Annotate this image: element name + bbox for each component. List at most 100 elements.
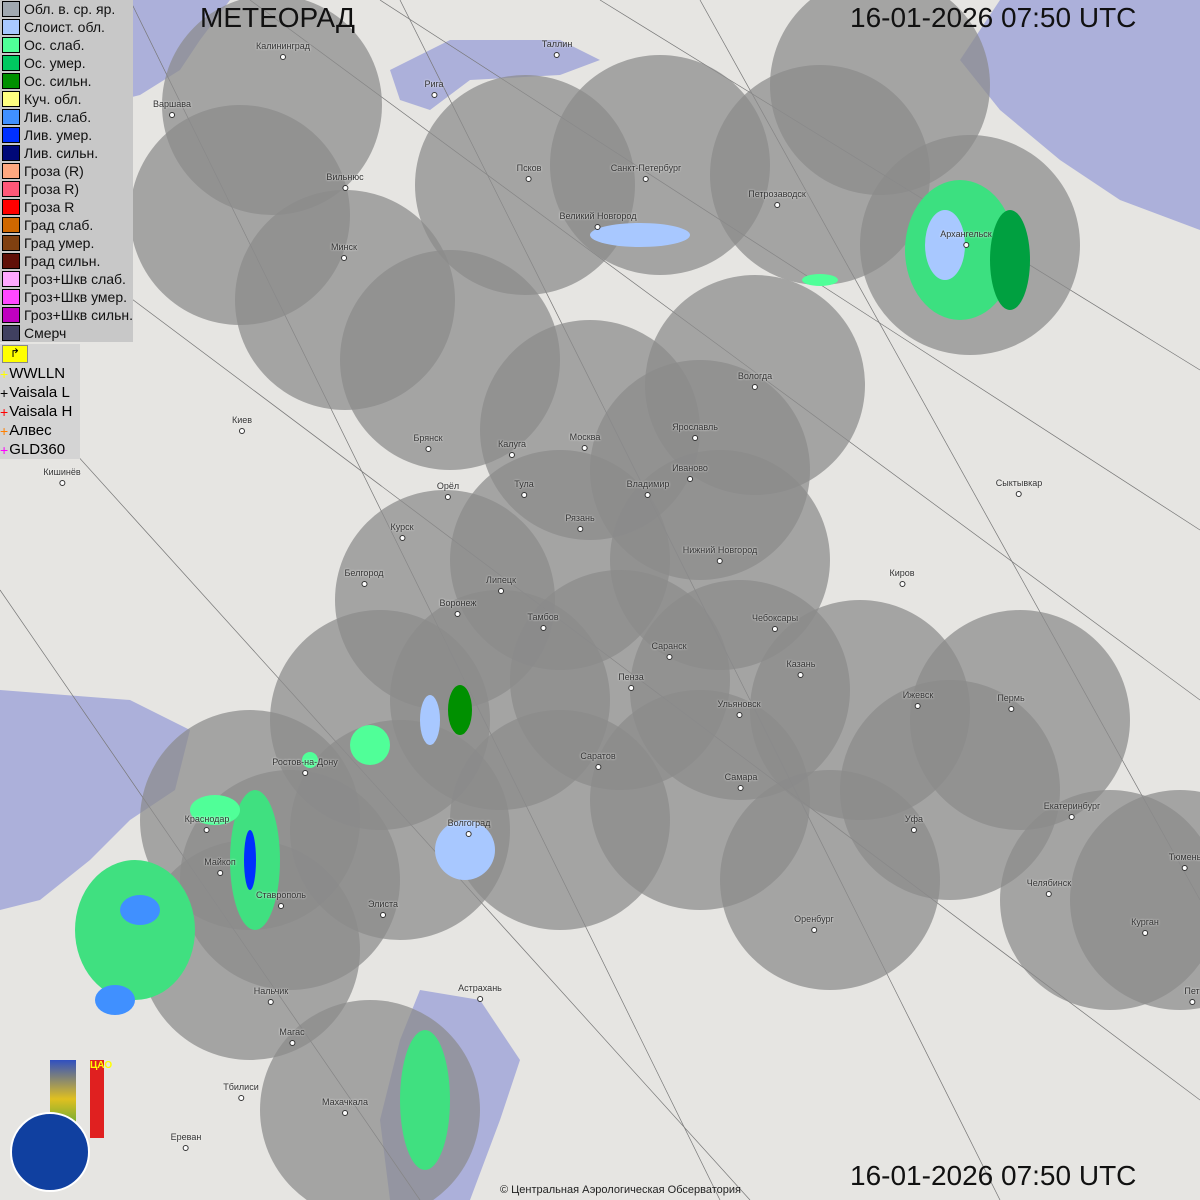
- city-label: Санкт-Петербург: [610, 163, 682, 182]
- legend-label: Смерч: [24, 325, 67, 341]
- timestamp-bottom: 16-01-2026 07:50 UTC: [850, 1160, 1137, 1191]
- city-label: Челябинск: [1026, 878, 1072, 897]
- city-label: Москва: [569, 432, 601, 451]
- precipitation-echo: [75, 860, 195, 1000]
- city-label: Вологда: [737, 371, 773, 390]
- legend-label: Слоист. обл.: [24, 19, 105, 35]
- city-label: Липецк: [486, 575, 516, 594]
- city-label: Вильнюс: [326, 172, 364, 191]
- precipitation-echo: [350, 725, 390, 765]
- city-label: Нальчик: [253, 986, 289, 1005]
- legend-item: Гроза (R): [0, 162, 133, 180]
- legend-item: Лив. умер.: [0, 126, 133, 144]
- roshydromet-logo: ЦАО: [10, 1060, 112, 1192]
- legend-label: Лив. сильн.: [24, 145, 99, 161]
- precipitation-echo: [120, 895, 160, 925]
- radar-coverage: [130, 0, 1200, 1200]
- lightning-toggle-button[interactable]: ↱: [2, 345, 28, 363]
- precipitation-legend: Обл. в. ср. яр. Слоист. обл. Ос. слаб. Ос. …: [0, 0, 133, 342]
- city-label: Ижевск: [902, 690, 934, 709]
- city-label: Рига: [424, 79, 444, 98]
- city-label: Магас: [279, 1027, 305, 1046]
- legend-item: Лив. слаб.: [0, 108, 133, 126]
- city-label: Тамбов: [527, 612, 559, 631]
- radar-coverage-circle: [1070, 790, 1200, 1010]
- legend-swatch: [2, 37, 20, 53]
- legend-label: Град умер.: [24, 235, 95, 251]
- legend-swatch: [2, 271, 20, 287]
- legend-item: Гроз+Шкв сильн.: [0, 306, 133, 324]
- legend-label: Ос. умер.: [24, 55, 86, 71]
- lightning-label: Vaisala H: [9, 403, 73, 420]
- city-label: Калуга: [497, 439, 527, 458]
- legend-swatch: [2, 55, 20, 71]
- city-label: Ереван: [170, 1132, 202, 1151]
- legend-item: Град сильн.: [0, 252, 133, 270]
- legend-item: Гроз+Шкв умер.: [0, 288, 133, 306]
- timestamp-top: 16-01-2026 07:50 UTC: [850, 2, 1137, 33]
- city-label: Саратов: [580, 751, 616, 770]
- city-label: Ставрополь: [256, 890, 306, 909]
- city-label: Волгоград: [447, 818, 491, 837]
- legend-label: Гроза R): [24, 181, 80, 197]
- legend-item: Град слаб.: [0, 216, 133, 234]
- city-label: Воронеж: [439, 598, 477, 617]
- legend-label: Куч. обл.: [24, 91, 82, 107]
- precipitation-echo: [302, 752, 318, 768]
- city-label: Варшава: [153, 99, 191, 118]
- city-label: Тбилиси: [223, 1082, 259, 1101]
- city-label: Архангельск: [940, 229, 992, 248]
- city-label: Самара: [724, 772, 758, 791]
- city-label: Курган: [1131, 917, 1159, 936]
- legend-label: Гроз+Шкв умер.: [24, 289, 128, 305]
- city-label: Астрахань: [458, 983, 502, 1002]
- white-sea: [960, 0, 1200, 230]
- city-label: Ростов-на-Дону: [272, 757, 338, 776]
- precipitation-echo: [420, 695, 440, 745]
- city-label: Великий Новгород: [559, 211, 637, 230]
- legend-label: Гроз+Шкв сильн.: [24, 307, 133, 323]
- legend-item: Обл. в. ср. яр.: [0, 0, 133, 18]
- legend-label: Гроза (R): [24, 163, 84, 179]
- precipitation-echo: [448, 685, 472, 735]
- legend-item: Гроза R: [0, 198, 133, 216]
- legend-item: Гроза R): [0, 180, 133, 198]
- city-label: Орёл: [436, 481, 460, 500]
- lightning-label: GLD360: [9, 441, 66, 458]
- cao-logo-text: ЦАО: [90, 1060, 112, 1138]
- city-label: Петрозаводск: [748, 189, 806, 208]
- legend-item: Смерч: [0, 324, 133, 342]
- lightning-label: Алвес: [9, 422, 52, 439]
- legend-swatch: [2, 217, 20, 233]
- city-label: Краснодар: [184, 814, 230, 833]
- legend-swatch: [2, 163, 20, 179]
- precipitation-echo: [435, 820, 495, 880]
- city-label: Сыктывкар: [995, 478, 1043, 497]
- city-label: Нижний Новгород: [682, 545, 758, 564]
- city-label: Элиста: [368, 899, 398, 918]
- precipitation-echo: [95, 985, 135, 1015]
- lightning-source-item: + Vaisala H: [0, 402, 80, 421]
- legend-swatch: [2, 289, 20, 305]
- legend-item: Лив. сильн.: [0, 144, 133, 162]
- lightning-label: Vaisala L: [9, 384, 70, 401]
- legend-swatch: [2, 235, 20, 251]
- city-label: Махачкала: [322, 1097, 368, 1116]
- city-label: Таллин: [541, 39, 573, 58]
- legend-swatch: [2, 199, 20, 215]
- precipitation-echo: [925, 210, 965, 280]
- precipitation-echoes: [75, 180, 1030, 1170]
- lightning-label: WWLLN: [9, 365, 66, 382]
- lightning-cross-icon: +: [0, 422, 9, 439]
- legend-swatch: [2, 145, 20, 161]
- legend-swatch: [2, 127, 20, 143]
- city-label: Майкоп: [204, 857, 236, 876]
- city-label: Калининград: [255, 41, 311, 60]
- lightning-cross-icon: +: [0, 365, 9, 382]
- city-label: Пермь: [997, 693, 1025, 712]
- city-label: Рязань: [565, 513, 595, 532]
- legend-swatch: [2, 253, 20, 269]
- legend-label: Лив. слаб.: [24, 109, 92, 125]
- legend-label: Град сильн.: [24, 253, 101, 269]
